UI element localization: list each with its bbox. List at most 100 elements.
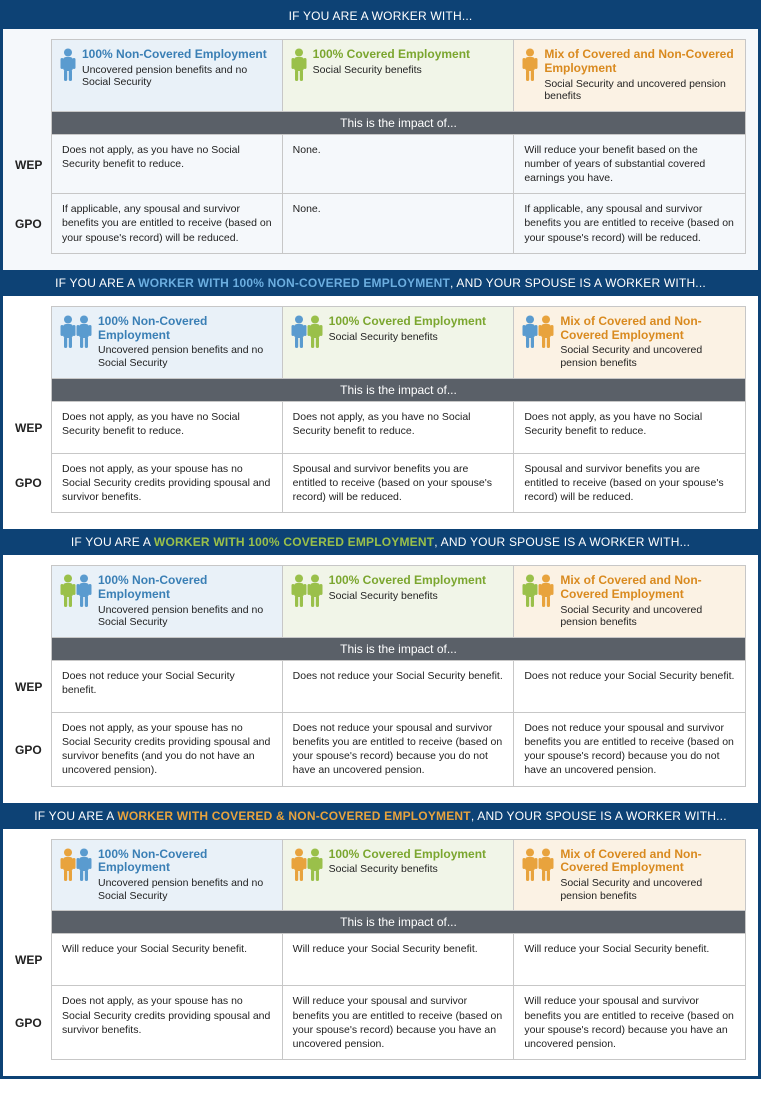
card-subtitle: Social Security and uncovered pension be…: [544, 78, 735, 103]
corner-spacer: [15, 911, 51, 934]
row-label-wep: WEP: [15, 135, 51, 195]
employment-card: 100% Non-Covered EmploymentUncovered pen…: [51, 565, 283, 638]
cell: Spousal and survivor benefits you are en…: [514, 454, 746, 514]
impact-banner: This is the impact of...: [51, 112, 746, 135]
card-title: 100% Covered Employment: [329, 315, 486, 329]
cell: None.: [283, 194, 515, 254]
cell: Does not reduce your Social Security ben…: [51, 661, 283, 713]
row-label-gpo: GPO: [15, 986, 51, 1060]
cell: Does not apply, as you have no Social Se…: [283, 402, 515, 454]
corner-spacer: [15, 306, 51, 379]
cell: Will reduce your spousal and survivor be…: [283, 986, 515, 1060]
employment-card: 100% Covered Employment Social Security b…: [283, 39, 515, 112]
card-title: 100% Non-Covered Employment: [82, 48, 272, 62]
person-icon: [522, 48, 538, 85]
row-label-gpo: GPO: [15, 454, 51, 514]
cell: Will reduce your Social Security benefit…: [51, 934, 283, 986]
row-label-gpo: GPO: [15, 713, 51, 787]
cell: Does not reduce your spousal and survivo…: [514, 713, 746, 787]
cell: Does not apply, as you have no Social Se…: [51, 402, 283, 454]
card-subtitle: Social Security benefits: [329, 331, 486, 344]
cell: Does not apply, as your spouse has no So…: [51, 454, 283, 514]
section-header: IF YOU ARE A WORKER WITH COVERED & NON-C…: [3, 803, 758, 829]
section-s1: IF YOU ARE A WORKER WITH... 100% Non-Cove…: [3, 3, 758, 270]
employment-card: 100% Non-Covered EmploymentUncovered pen…: [51, 839, 283, 912]
section-s2: IF YOU ARE A WORKER WITH 100% NON-COVERE…: [3, 270, 758, 529]
employment-card: Mix of Covered and Non-Covered Employmen…: [514, 306, 746, 379]
cell: Will reduce your Social Security benefit…: [514, 934, 746, 986]
person-icon: [60, 315, 92, 352]
cell: Does not apply, as you have no Social Se…: [51, 135, 283, 195]
cell: If applicable, any spousal and survivor …: [514, 194, 746, 254]
cell: Spousal and survivor benefits you are en…: [283, 454, 515, 514]
corner-spacer: [15, 112, 51, 135]
section-header: IF YOU ARE A WORKER WITH...: [3, 3, 758, 29]
person-icon: [522, 315, 554, 352]
card-title: 100% Covered Employment: [313, 48, 470, 62]
card-subtitle: Social Security benefits: [329, 590, 486, 603]
corner-spacer: [15, 839, 51, 912]
person-icon: [291, 848, 323, 885]
card-subtitle: Uncovered pension benefits and no Social…: [98, 344, 272, 369]
employment-card: 100% Non-Covered Employment Uncovered pen…: [51, 39, 283, 112]
cell: None.: [283, 135, 515, 195]
card-subtitle: Uncovered pension benefits and no Social…: [82, 64, 272, 89]
card-title: Mix of Covered and Non-Covered Employmen…: [560, 848, 735, 876]
cell: Does not reduce your Social Security ben…: [514, 661, 746, 713]
row-label-wep: WEP: [15, 661, 51, 713]
cell: Will reduce your Social Security benefit…: [283, 934, 515, 986]
card-subtitle: Social Security and uncovered pension be…: [560, 604, 735, 629]
cell: Does not reduce your spousal and survivo…: [283, 713, 515, 787]
employment-card: 100% Non-Covered EmploymentUncovered pen…: [51, 306, 283, 379]
card-title: 100% Non-Covered Employment: [98, 315, 272, 343]
card-title: 100% Non-Covered Employment: [98, 574, 272, 602]
person-icon: [522, 848, 554, 885]
card-title: 100% Covered Employment: [329, 848, 486, 862]
person-icon: [60, 48, 76, 85]
card-subtitle: Social Security and uncovered pension be…: [560, 877, 735, 902]
person-icon: [291, 315, 323, 352]
card-subtitle: Social Security benefits: [329, 863, 486, 876]
cell: If applicable, any spousal and survivor …: [51, 194, 283, 254]
cell: Does not apply, as your spouse has no So…: [51, 713, 283, 787]
cell: Does not apply, as you have no Social Se…: [514, 402, 746, 454]
card-title: Mix of Covered and Non-Covered Employmen…: [560, 315, 735, 343]
employment-card: Mix of Covered and Non-Covered Employmen…: [514, 565, 746, 638]
section-header: IF YOU ARE A WORKER WITH 100% COVERED EM…: [3, 529, 758, 555]
impact-banner: This is the impact of...: [51, 638, 746, 661]
card-title: 100% Non-Covered Employment: [98, 848, 272, 876]
person-icon: [60, 848, 92, 885]
card-title: Mix of Covered and Non-Covered Employmen…: [544, 48, 735, 76]
section-header: IF YOU ARE A WORKER WITH 100% NON-COVERE…: [3, 270, 758, 296]
section-s4: IF YOU ARE A WORKER WITH COVERED & NON-C…: [3, 803, 758, 1076]
person-icon: [291, 48, 307, 85]
section-s3: IF YOU ARE A WORKER WITH 100% COVERED EM…: [3, 529, 758, 802]
employment-card: Mix of Covered and Non-Covered Employmen…: [514, 39, 746, 112]
card-subtitle: Social Security and uncovered pension be…: [560, 344, 735, 369]
corner-spacer: [15, 638, 51, 661]
corner-spacer: [15, 565, 51, 638]
person-icon: [60, 574, 92, 611]
cell: Will reduce your spousal and survivor be…: [514, 986, 746, 1060]
impact-banner: This is the impact of...: [51, 911, 746, 934]
corner-spacer: [15, 379, 51, 402]
employment-card: Mix of Covered and Non-Covered Employmen…: [514, 839, 746, 912]
employment-card: 100% Covered Employment Social Security b…: [283, 306, 515, 379]
card-subtitle: Social Security benefits: [313, 64, 470, 77]
card-title: 100% Covered Employment: [329, 574, 486, 588]
person-icon: [522, 574, 554, 611]
card-title: Mix of Covered and Non-Covered Employmen…: [560, 574, 735, 602]
person-icon: [291, 574, 323, 611]
cell: Does not reduce your Social Security ben…: [283, 661, 515, 713]
row-label-wep: WEP: [15, 402, 51, 454]
corner-spacer: [15, 39, 51, 112]
row-label-gpo: GPO: [15, 194, 51, 254]
card-subtitle: Uncovered pension benefits and no Social…: [98, 604, 272, 629]
employment-card: 100% Covered EmploymentSocial Security b…: [283, 839, 515, 912]
card-subtitle: Uncovered pension benefits and no Social…: [98, 877, 272, 902]
row-label-wep: WEP: [15, 934, 51, 986]
employment-card: 100% Covered Employment Social Security b…: [283, 565, 515, 638]
impact-banner: This is the impact of...: [51, 379, 746, 402]
cell: Will reduce your benefit based on the nu…: [514, 135, 746, 195]
cell: Does not apply, as your spouse has no So…: [51, 986, 283, 1060]
